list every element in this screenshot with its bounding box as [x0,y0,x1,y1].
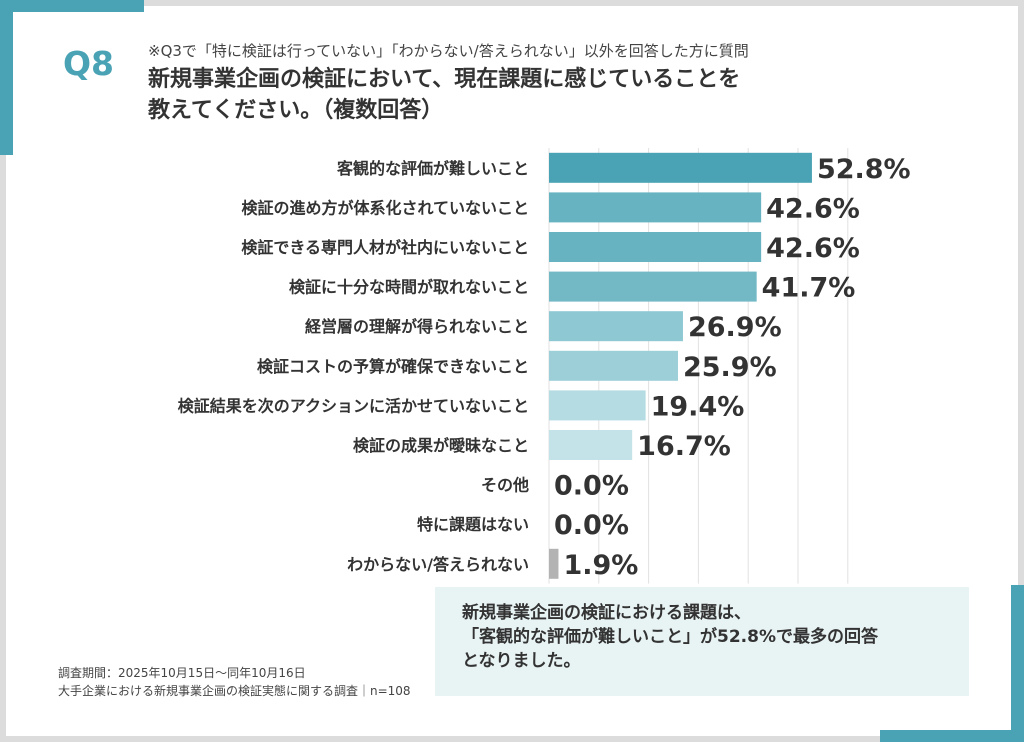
category-label: その他 [481,476,529,495]
category-label: 検証の成果が曖昧なこと [353,436,529,455]
accent-bottom-right-horizontal [880,730,1024,742]
category-label: 経営層の理解が得られないこと [305,317,529,336]
question-title: 新規事業企画の検証において、現在課題に感じていることを 教えてください。（複数回… [148,64,740,126]
question-title-line-2: 教えてください。（複数回答） [148,98,444,123]
bar [549,390,646,421]
category-label: 特に課題はない [417,515,529,534]
summary-box: 新規事業企画の検証における課題は、 「客観的な評価が難しいこと」が52.8%で最… [435,587,969,696]
category-labels: 客観的な評価が難しいこと検証の進め方が体系化されていないこと検証できる専門人材が… [178,159,529,574]
bar [549,271,757,302]
question-title-line-1: 新規事業企画の検証において、現在課題に感じていることを [148,67,741,92]
value-labels: 52.8% 42.6% 42.6% 41.7% 26.9% 25.9% 19.4% 16.7%… [554,154,911,581]
bar [549,430,633,460]
question-subtitle: ※Q3で「特に検証は行っていない」「わからない/答えられない」以外を回答した方に… [148,42,749,60]
category-label: 検証結果を次のアクションに活かせていないこと [178,396,529,415]
category-label: 検証の進め方が体系化されていないこと [241,198,529,217]
value-label: 25.9% [683,352,777,383]
value-label: 41.7% [762,273,856,304]
summary-line-2: 「客観的な評価が難しいこと」が52.8%で最多の回答 [462,627,878,647]
accent-top-left-vertical [0,0,13,155]
accent-bottom-right-vertical [1011,585,1024,742]
bars [549,152,812,579]
value-label: 0.0% [554,471,629,502]
category-label: 検証コストの予算が確保できないこと [257,357,529,376]
summary-line-3: となりました。 [462,651,581,671]
bar [549,192,762,223]
value-label: 0.0% [554,510,629,541]
value-label: 16.7% [637,431,731,462]
bar [549,152,812,183]
value-label: 26.9% [688,312,782,343]
summary-line-1: 新規事業企画の検証における課題は、 [462,603,751,623]
value-label: 52.8% [817,154,911,185]
category-label: 検証できる専門人材が社内にいないこと [241,238,529,257]
category-label: わからない/答えられない [347,555,529,574]
value-label: 42.6% [766,233,860,264]
survey-period: 調査期間：2025年10月15日〜同年10月16日 [58,666,306,680]
value-label: 42.6% [766,193,860,224]
question-number: Q8 [63,44,115,83]
accent-top-left-horizontal [0,0,144,12]
category-label: 客観的な評価が難しいこと [337,159,529,178]
bar [549,350,678,381]
value-label: 19.4% [651,391,745,422]
value-label: 1.9% [563,550,638,581]
bar [549,232,762,262]
survey-name: 大手企業における新規事業企画の検証実態に関する調査｜n=108 [58,684,411,698]
category-label: 検証に十分な時間が取れないこと [289,278,529,297]
bar [549,311,683,342]
bar [549,548,559,579]
